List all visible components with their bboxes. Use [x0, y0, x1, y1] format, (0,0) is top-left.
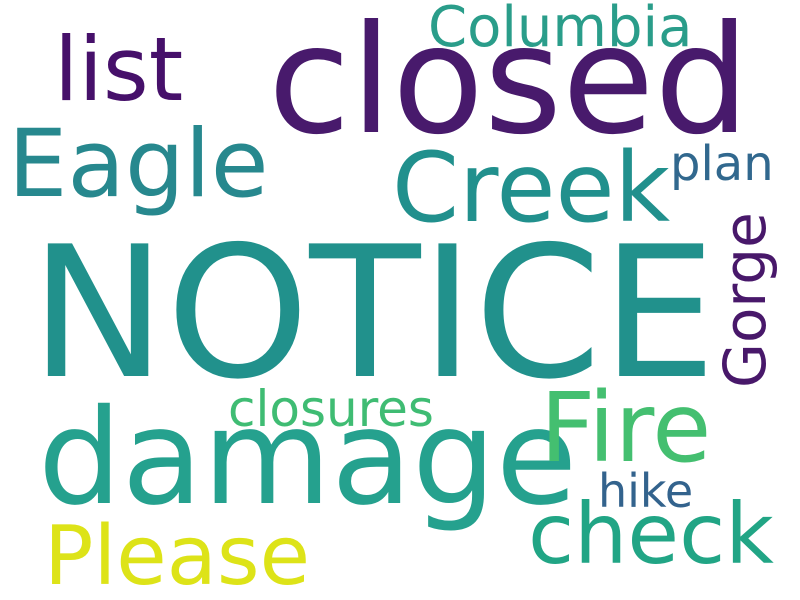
word-list: list [54, 18, 184, 121]
word-eagle: Eagle [8, 110, 269, 219]
word-damage: damage [38, 381, 578, 535]
word-columbia: Columbia [428, 0, 693, 60]
word-closed: closed [268, 0, 750, 168]
word-closures: closures [228, 380, 434, 438]
word-creek: Creek [392, 132, 671, 244]
word-fire: Fire [540, 372, 712, 484]
word-hike: hike [598, 464, 694, 518]
word-please: Please [44, 509, 311, 600]
word-check: check [528, 485, 774, 583]
word-gorge: Gorge [711, 212, 779, 388]
word-notice: NOTICE [30, 207, 717, 419]
word-plan: plan [670, 136, 774, 192]
